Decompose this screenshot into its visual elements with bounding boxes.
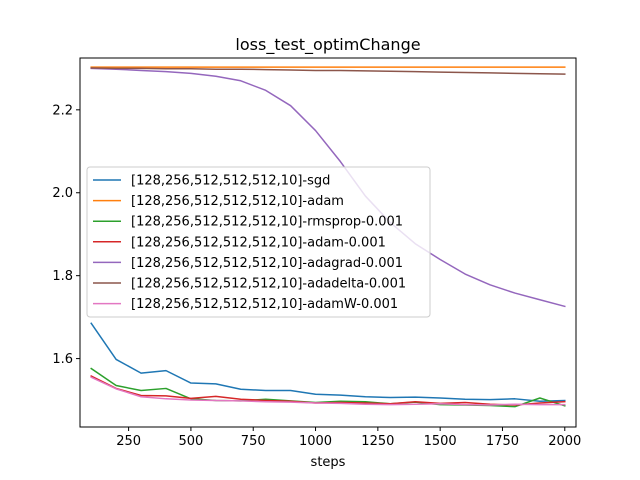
y-tick-label: 1.6 [52, 352, 73, 367]
x-tick-label: 1750 [486, 434, 519, 449]
series-line-5 [90, 67, 566, 75]
y-tick-label: 2.0 [52, 186, 73, 201]
legend-entry-label: [128,256,512,512,512,10]-rmsprop-0.001 [131, 215, 403, 230]
series-layer [90, 66, 566, 408]
x-axis-label: steps [311, 455, 346, 470]
legend-box [86, 166, 431, 318]
legend-entry-label: [128,256,512,512,512,10]-adadelta-0.001 [131, 277, 406, 292]
y-axis: 1.6 1.8 2.0 2.2 [52, 103, 80, 367]
legend-entry-label: [128,256,512,512,512,10]-adagrad-0.001 [131, 256, 403, 271]
x-tick-label: 250 [116, 434, 141, 449]
x-tick-label: 1500 [424, 434, 457, 449]
legend-entry-label: [128,256,512,512,512,10]-sgd [131, 174, 330, 189]
legend-entry-label: [128,256,512,512,512,10]-adam-0.001 [131, 235, 386, 250]
x-tick-label: 500 [179, 434, 204, 449]
plot-frame [79, 57, 577, 428]
series-line-0 [90, 322, 566, 403]
y-tick-label: 1.8 [52, 269, 73, 284]
legend-entry-label: [128,256,512,512,512,10]-adamW-0.001 [131, 297, 398, 312]
chart-title: loss_test_optimChange [235, 35, 420, 55]
legend: [128,256,512,512,512,10]-sgd [128,256,512… [86, 166, 431, 318]
series-line-4 [90, 67, 566, 308]
x-tick-label: 1250 [361, 434, 394, 449]
series-line-6 [90, 376, 566, 406]
x-tick-label: 1000 [299, 434, 332, 449]
y-tick-label: 2.2 [52, 103, 73, 118]
x-tick-label: 750 [241, 434, 266, 449]
x-tick-label: 2000 [548, 434, 581, 449]
x-axis: 250 500 750 1000 1250 1500 1750 2000 [116, 427, 581, 449]
legend-entry-label: [128,256,512,512,512,10]-adam [131, 194, 344, 209]
